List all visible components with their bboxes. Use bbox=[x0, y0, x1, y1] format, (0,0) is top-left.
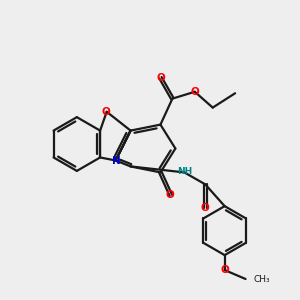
Text: O: O bbox=[156, 73, 165, 83]
Text: O: O bbox=[201, 203, 210, 213]
Text: O: O bbox=[220, 265, 229, 275]
Text: CH₃: CH₃ bbox=[254, 274, 271, 284]
Text: N: N bbox=[112, 156, 121, 166]
Text: O: O bbox=[102, 107, 110, 117]
Text: O: O bbox=[166, 190, 175, 200]
Text: NH: NH bbox=[178, 167, 193, 176]
Text: O: O bbox=[190, 87, 199, 97]
